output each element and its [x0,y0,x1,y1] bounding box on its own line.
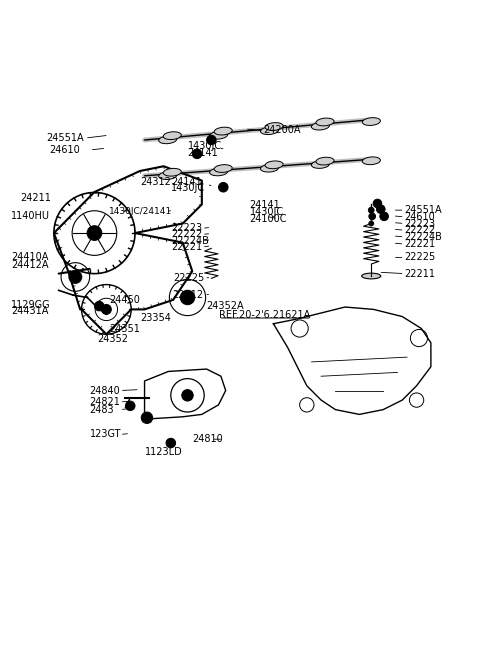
Text: 24610: 24610 [405,212,435,222]
Circle shape [69,271,82,283]
Text: 24551A: 24551A [405,205,442,215]
Ellipse shape [362,157,381,165]
Text: 24412A: 24412A [11,260,48,269]
Circle shape [87,226,102,240]
Circle shape [376,205,385,214]
Text: 24551A: 24551A [47,133,84,143]
Circle shape [180,290,195,305]
Circle shape [192,149,202,158]
Ellipse shape [265,123,283,130]
Text: 24610: 24610 [49,145,80,155]
Text: 24141: 24141 [250,200,280,210]
Ellipse shape [214,165,232,172]
Text: 123GT: 123GT [90,430,121,440]
Text: 24100C: 24100C [250,214,287,224]
Text: 22212: 22212 [172,290,204,300]
Text: 24211: 24211 [21,193,51,203]
Ellipse shape [316,157,334,165]
Ellipse shape [163,168,181,176]
Circle shape [101,304,111,314]
Text: 24431A: 24431A [11,306,48,316]
Text: 22225: 22225 [173,273,204,283]
Text: 22221: 22221 [171,242,202,252]
Text: 24840: 24840 [90,386,120,396]
Text: 24410A: 24410A [11,252,48,262]
Circle shape [369,221,373,226]
Text: 22221: 22221 [405,239,436,249]
Text: 1430JC: 1430JC [188,141,222,151]
Text: 24810: 24810 [192,434,223,444]
Circle shape [141,412,153,424]
Text: 22223: 22223 [171,223,202,233]
Ellipse shape [261,164,278,172]
Text: 1430JC/24141: 1430JC/24141 [109,207,172,216]
Text: 1140HU: 1140HU [11,212,50,221]
Text: 2483: 2483 [90,405,114,415]
Circle shape [368,208,374,213]
Ellipse shape [316,118,334,126]
Ellipse shape [312,122,329,130]
Ellipse shape [312,160,329,168]
Ellipse shape [214,127,232,135]
Text: 1123LD: 1123LD [145,447,182,457]
Text: 24312: 24312 [140,177,171,187]
Text: 24352A: 24352A [206,301,244,311]
Ellipse shape [362,273,381,279]
Circle shape [369,213,375,219]
Text: 22222: 22222 [171,229,202,240]
Circle shape [125,401,135,411]
Text: 1430JC: 1430JC [171,183,205,193]
Circle shape [373,199,382,208]
Circle shape [218,183,228,192]
Ellipse shape [210,168,228,176]
Circle shape [95,302,104,311]
Text: 22224B: 22224B [171,236,209,246]
Circle shape [206,135,216,145]
Text: 24351: 24351 [109,323,140,334]
Text: 22222: 22222 [405,225,436,235]
Text: 1430JC: 1430JC [250,207,284,217]
Ellipse shape [261,127,278,135]
Ellipse shape [210,131,228,139]
Text: 22224B: 22224B [405,232,443,242]
Ellipse shape [159,171,177,179]
Text: 22225: 22225 [405,252,436,262]
Text: 24141: 24141 [188,148,218,158]
Text: 1129GG: 1129GG [11,300,50,309]
Text: 24352: 24352 [97,334,128,344]
Text: 22211: 22211 [405,269,436,279]
Text: 23354: 23354 [140,313,171,323]
Ellipse shape [265,161,283,169]
Text: 24200A: 24200A [263,125,300,135]
Text: 24141: 24141 [171,177,202,187]
Text: 24450: 24450 [109,295,140,305]
Ellipse shape [362,118,380,125]
Circle shape [182,390,193,401]
Ellipse shape [159,136,177,144]
Circle shape [166,438,176,448]
Circle shape [380,212,388,221]
Text: 24821: 24821 [90,397,120,407]
Text: 22223: 22223 [405,219,436,229]
Text: REF.20-2'6.21621A: REF.20-2'6.21621A [218,310,310,320]
Ellipse shape [163,132,181,139]
